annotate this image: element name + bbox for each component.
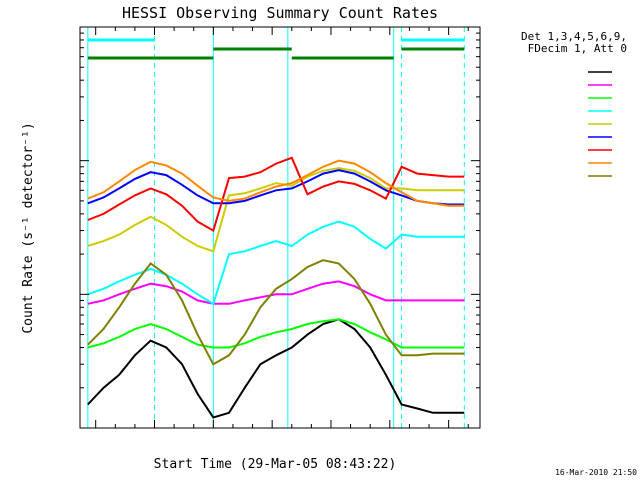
legend-header-line1: Det 1,3,4,5,6,9, <box>521 30 627 43</box>
legend <box>588 71 612 177</box>
series-line-1 <box>87 280 465 305</box>
series-line-7 <box>87 159 465 207</box>
series-line-5 <box>87 169 465 206</box>
plot-frame <box>79 26 481 429</box>
x-axis-title: Start Time (29-Mar-05 08:43:22) <box>154 457 397 472</box>
series-line-8 <box>87 259 465 366</box>
series-line-4 <box>87 167 465 253</box>
series-line-2 <box>87 318 465 349</box>
series-line-3 <box>87 220 465 306</box>
axes <box>79 26 481 429</box>
legend-header-line2: FDecim 1, Att 0 <box>528 42 627 55</box>
chart-title: HESSI Observing Summary Count Rates <box>122 4 438 22</box>
series-line-0 <box>87 318 465 419</box>
series-line-6 <box>87 156 465 233</box>
plot-area <box>87 27 465 428</box>
y-axis-title: Count Rate (s⁻¹ detector⁻¹) <box>21 122 36 333</box>
generated-timestamp: 16-Mar-2010 21:50 <box>555 468 637 477</box>
